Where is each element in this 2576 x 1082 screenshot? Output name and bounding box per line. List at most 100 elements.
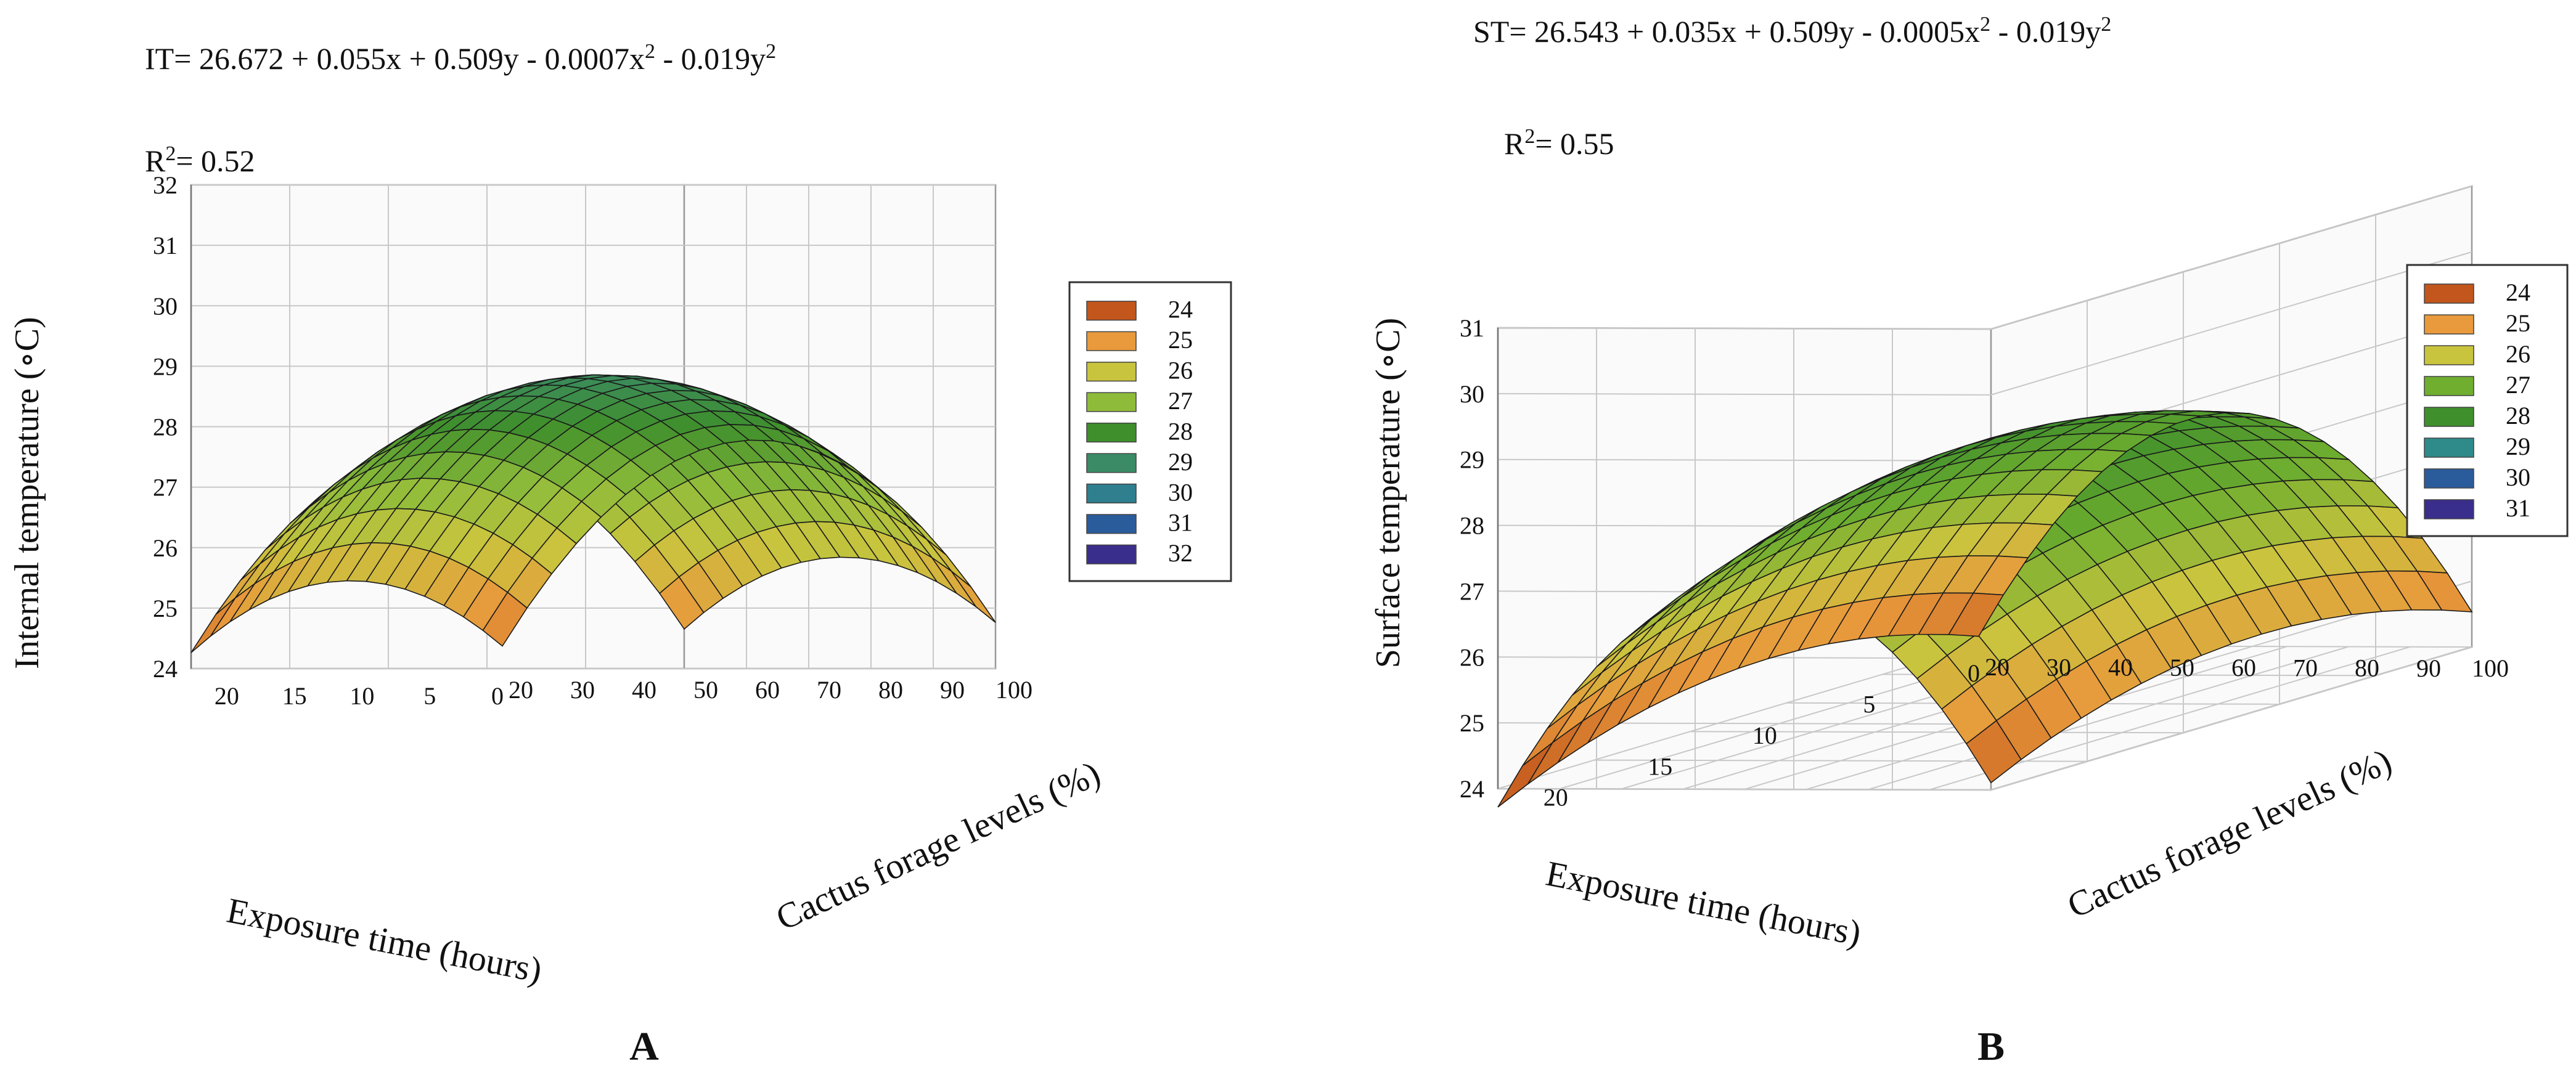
panel-b-y-tick-label: 20 bbox=[1985, 653, 2010, 681]
panel-a-y-axis-title: Cactus forage levels (%) bbox=[770, 753, 1106, 938]
panel-a-equation-part: IT bbox=[145, 41, 174, 76]
panel-b-z-gridline bbox=[1497, 251, 2472, 396]
panel-b-equation-part: ST bbox=[1473, 14, 1509, 49]
panel-b-y-tick-label: 70 bbox=[2293, 654, 2318, 681]
panel-b-r-squared: R2= 0.55 bbox=[1504, 125, 1614, 161]
panel-a-z-tick-label: 24 bbox=[153, 655, 178, 683]
panel-b-legend-box bbox=[2406, 264, 2569, 537]
panel-b-legend-label: 31 bbox=[2506, 494, 2530, 522]
panel-a-legend-label: 25 bbox=[1168, 326, 1193, 354]
panel-a-legend-swatch bbox=[1086, 514, 1137, 534]
panel-a-x-tick-label: 20 bbox=[215, 682, 239, 710]
panel-b-y-tick-label: 50 bbox=[2170, 654, 2194, 681]
panel-a-legend-swatch bbox=[1086, 544, 1137, 564]
panel-b-y-tick-label: 40 bbox=[2108, 654, 2133, 681]
panel-a-legend-swatch bbox=[1086, 453, 1137, 473]
panel-a-y-tick-label: 20 bbox=[509, 676, 533, 704]
panel-b-z-tick-label: 28 bbox=[1460, 512, 1484, 540]
panel-b-z-tick-label: 27 bbox=[1460, 577, 1484, 605]
panel-a-legend-label: 31 bbox=[1168, 509, 1193, 537]
panel-a-x-tick-label: 15 bbox=[282, 682, 307, 710]
panel-a-x-tick-label: 0 bbox=[491, 682, 504, 710]
panel-a-y-tick-label: 30 bbox=[570, 676, 595, 704]
panel-a-r-squared-part: 2 bbox=[165, 142, 176, 165]
panel-a-r-squared-part: = 0.52 bbox=[176, 144, 255, 178]
panel-b-legend-label: 30 bbox=[2506, 463, 2530, 491]
panel-a-legend-label: 24 bbox=[1168, 296, 1193, 323]
panel-b-x-tick-label: 5 bbox=[1863, 690, 1875, 718]
panel-b-y-tick-label: 30 bbox=[2046, 653, 2071, 681]
panel-b-x-tick-label: 10 bbox=[1752, 722, 1777, 749]
panel-b-floor-gridline bbox=[1867, 646, 2349, 791]
panel-a-z-tick-label: 27 bbox=[153, 474, 178, 502]
panel-b-y-tick-label: 90 bbox=[2416, 654, 2441, 682]
panel-b-z-tick-label: 29 bbox=[1460, 446, 1484, 474]
panel-b-z-axis-title: Surface temperature (∘C) bbox=[1369, 318, 1407, 669]
panel-b-y-tick-label: 60 bbox=[2231, 654, 2256, 681]
panel-b-equation-part: 2 bbox=[1980, 13, 1990, 36]
panel-b-legend-swatch bbox=[2424, 499, 2474, 519]
panel-b-equation-part: 2 bbox=[2101, 13, 2111, 36]
panel-b-legend-swatch bbox=[2424, 407, 2474, 427]
panel-a-equation-part: = 26.672 + 0.055x + 0.509y - 0.0007x bbox=[174, 41, 645, 76]
panel-a-y-tick-label: 80 bbox=[878, 676, 903, 704]
panel-a-legend-label: 32 bbox=[1168, 539, 1193, 567]
panel-b-panel-letter: B bbox=[1977, 1024, 2005, 1069]
panel-a-z-tick-label: 28 bbox=[153, 413, 178, 441]
panel-a-equation-part: 2 bbox=[766, 40, 776, 63]
panel-b-legend-swatch bbox=[2424, 376, 2474, 396]
panel-a-equation: IT= 26.672 + 0.055x + 0.509y - 0.0007x2 … bbox=[145, 40, 776, 76]
panel-b-equation: ST= 26.543 + 0.035x + 0.509y - 0.0005x2 … bbox=[1473, 13, 2111, 49]
panel-b-z-tick-label: 31 bbox=[1460, 314, 1484, 342]
panel-a-r-squared: R2= 0.52 bbox=[145, 142, 255, 179]
panel-b-y-axis-title: Cactus forage levels (%) bbox=[2061, 741, 2398, 926]
panel-b-floor-gridline bbox=[1497, 645, 1979, 789]
panel-a-legend-swatch bbox=[1086, 392, 1137, 412]
panel-a-legend-label: 26 bbox=[1168, 356, 1193, 384]
panel-b-legend-label: 28 bbox=[2506, 402, 2530, 429]
panel-a-legend-swatch bbox=[1086, 362, 1137, 382]
panel-b-surface-cell bbox=[1947, 592, 2005, 637]
panel-a-r-squared-part: R bbox=[145, 144, 166, 178]
panel-a-z-tick-label: 32 bbox=[153, 171, 178, 199]
panel-a-y-tick-label: 50 bbox=[693, 676, 718, 704]
panel-b-legend: 24 25 26 27 28 29 30 31 bbox=[2406, 264, 2569, 537]
panel-a-y-tick-label: 60 bbox=[755, 676, 780, 704]
panel-a-legend-swatch bbox=[1086, 331, 1137, 351]
panel-a-surface bbox=[190, 374, 996, 653]
panel-a-y-tick-label: 90 bbox=[940, 676, 965, 704]
panel-a-equation-part: 2 bbox=[645, 40, 655, 63]
panel-a-surface-cell bbox=[482, 592, 528, 647]
panel-b-z-tick-label: 30 bbox=[1460, 380, 1484, 408]
panel-b-y-tick-label: 80 bbox=[2355, 654, 2379, 682]
panel-a-equation-part: - 0.019y bbox=[655, 41, 766, 76]
panel-b-z-tick-label: 25 bbox=[1460, 709, 1484, 737]
panel-a-z-tick-label: 25 bbox=[153, 595, 178, 622]
panel-b-r-squared-part: 2 bbox=[1524, 125, 1535, 148]
panel-b-x-axis-title: Exposure time (hours) bbox=[1543, 853, 1865, 953]
panel-b-z-tick-label: 26 bbox=[1460, 643, 1484, 671]
panel-b-legend-swatch bbox=[2424, 468, 2474, 489]
panel-b-legend-label: 24 bbox=[2506, 279, 2530, 306]
panel-b-legend-label: 29 bbox=[2506, 433, 2530, 460]
panel-b-legend-label: 27 bbox=[2506, 371, 2530, 399]
panel-a-x-tick-label: 5 bbox=[423, 682, 436, 710]
panel-a-legend-swatch bbox=[1086, 483, 1137, 503]
panel-a-y-tick-label: 70 bbox=[817, 676, 841, 704]
panel-b-z-gridline bbox=[1497, 185, 2472, 330]
panel-a-z-tick-label: 30 bbox=[153, 292, 178, 320]
panel-b-surface bbox=[1497, 410, 2473, 808]
panel-a-z-tick-label: 31 bbox=[153, 232, 178, 259]
panel-a-y-tick-label: 100 bbox=[996, 676, 1032, 704]
panel-b-y-tick-label: 100 bbox=[2472, 654, 2509, 682]
panel-b-z-tick-label: 24 bbox=[1460, 775, 1484, 803]
panel-a-legend-label: 29 bbox=[1168, 448, 1193, 476]
panel-a-legend-label: 30 bbox=[1168, 478, 1193, 506]
panel-a-x-tick-label: 10 bbox=[350, 682, 374, 710]
panel-b-legend-label: 25 bbox=[2506, 309, 2530, 337]
panel-b-r-squared-part: = 0.55 bbox=[1535, 126, 1614, 161]
